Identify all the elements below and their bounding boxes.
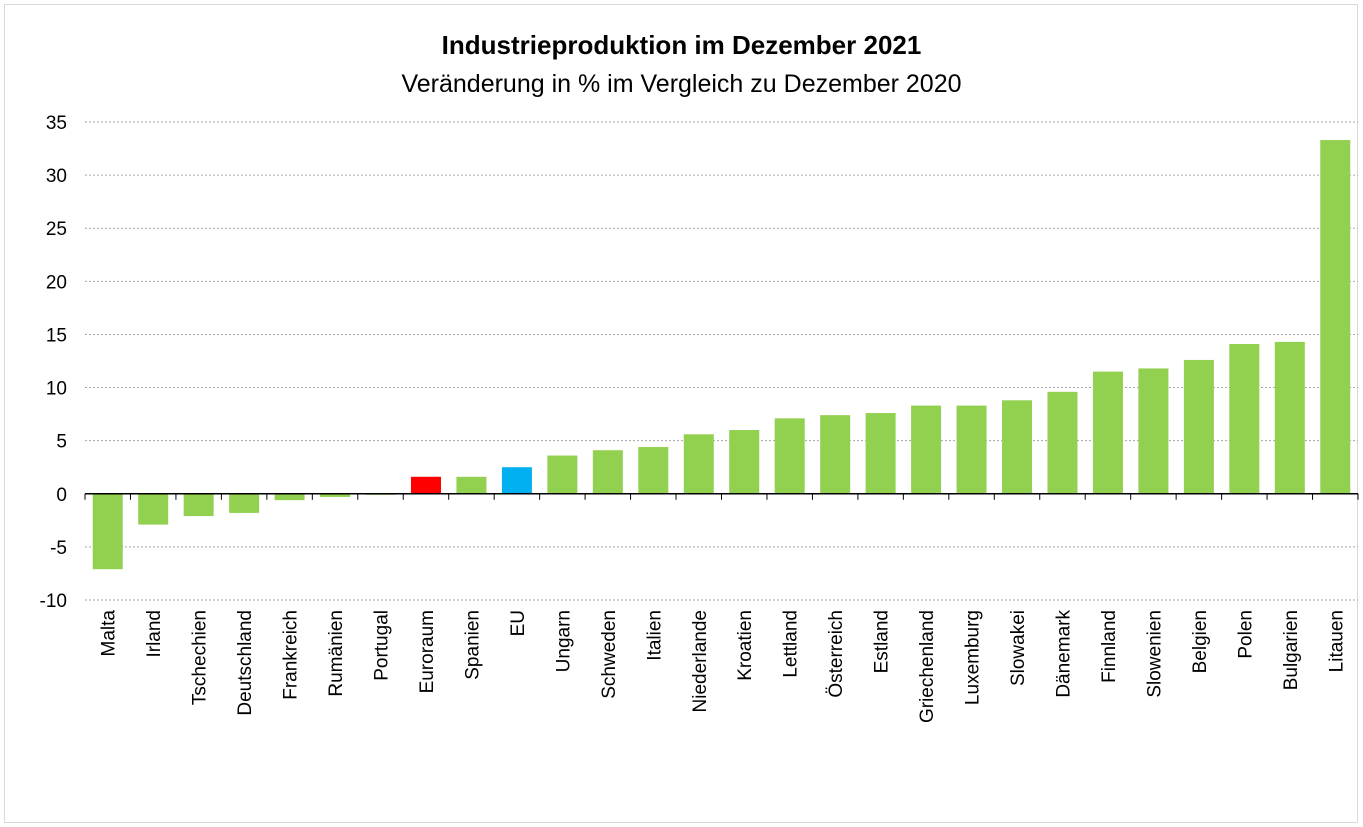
x-tick-label: Slowakei [1008, 610, 1029, 686]
x-tick-label: Euroraum [417, 610, 438, 693]
bar [1047, 392, 1077, 494]
bar [911, 406, 941, 494]
y-tick-label: 35 [46, 113, 67, 134]
x-tick-label: Rumänien [326, 610, 347, 697]
bar [593, 450, 623, 494]
bar [93, 494, 123, 569]
y-tick-label: -10 [40, 591, 67, 612]
x-tick-label: Irland [144, 610, 165, 658]
bar [1138, 368, 1168, 493]
bar [184, 494, 214, 516]
bar [729, 430, 759, 494]
bar [1229, 344, 1259, 494]
bar [502, 467, 532, 494]
x-tick-label: Finnland [1099, 610, 1120, 683]
y-tick-label: -5 [50, 538, 67, 559]
x-tick-label: Niederlande [690, 610, 711, 712]
y-tick-label: 30 [46, 166, 67, 187]
x-tick-label: Tschechien [190, 610, 211, 705]
x-tick-label: Luxemburg [963, 610, 984, 705]
bar [1002, 400, 1032, 493]
x-tick-label: Portugal [372, 610, 393, 681]
y-tick-label: 0 [56, 485, 67, 506]
bar [275, 494, 305, 500]
x-tick-label: Griechenland [917, 610, 938, 723]
x-tick-label: Bulgarien [1281, 610, 1302, 690]
bar [547, 456, 577, 494]
bar [411, 477, 441, 494]
x-tick-label: Litauen [1326, 610, 1347, 672]
x-tick-label: Spanien [462, 610, 483, 680]
x-tick-label: Estland [872, 610, 893, 673]
y-tick-label: 5 [56, 432, 67, 453]
bar [229, 494, 259, 513]
x-tick-label: Italien [644, 610, 665, 661]
x-tick-label: Dänemark [1053, 610, 1074, 698]
bar [957, 406, 987, 494]
bar [1275, 342, 1305, 494]
bar [1320, 140, 1350, 494]
bar [820, 415, 850, 494]
bar [456, 477, 486, 494]
bar [866, 413, 896, 494]
x-tick-label: Kroatien [735, 610, 756, 681]
x-tick-label: Slowenien [1144, 610, 1165, 698]
bar [775, 418, 805, 493]
x-tick-label: Schweden [599, 610, 620, 699]
y-tick-label: 10 [46, 379, 67, 400]
bar [684, 434, 714, 493]
x-tick-label: Deutschland [235, 610, 256, 716]
x-tick-label: Polen [1235, 610, 1256, 659]
y-tick-label: 25 [46, 219, 67, 240]
x-tick-label: Ungarn [553, 610, 574, 672]
x-tick-label: Frankreich [281, 610, 302, 700]
bar [638, 447, 668, 494]
x-tick-label: Lettland [781, 610, 802, 678]
y-tick-label: 15 [46, 325, 67, 346]
x-tick-label: Belgien [1190, 610, 1211, 673]
x-tick-label: Malta [99, 610, 120, 657]
x-tick-label: Österreich [826, 610, 847, 698]
bar [138, 494, 168, 525]
bar [1093, 372, 1123, 494]
x-tick-label: EU [508, 610, 529, 636]
bar [1184, 360, 1214, 494]
y-tick-label: 20 [46, 272, 67, 293]
